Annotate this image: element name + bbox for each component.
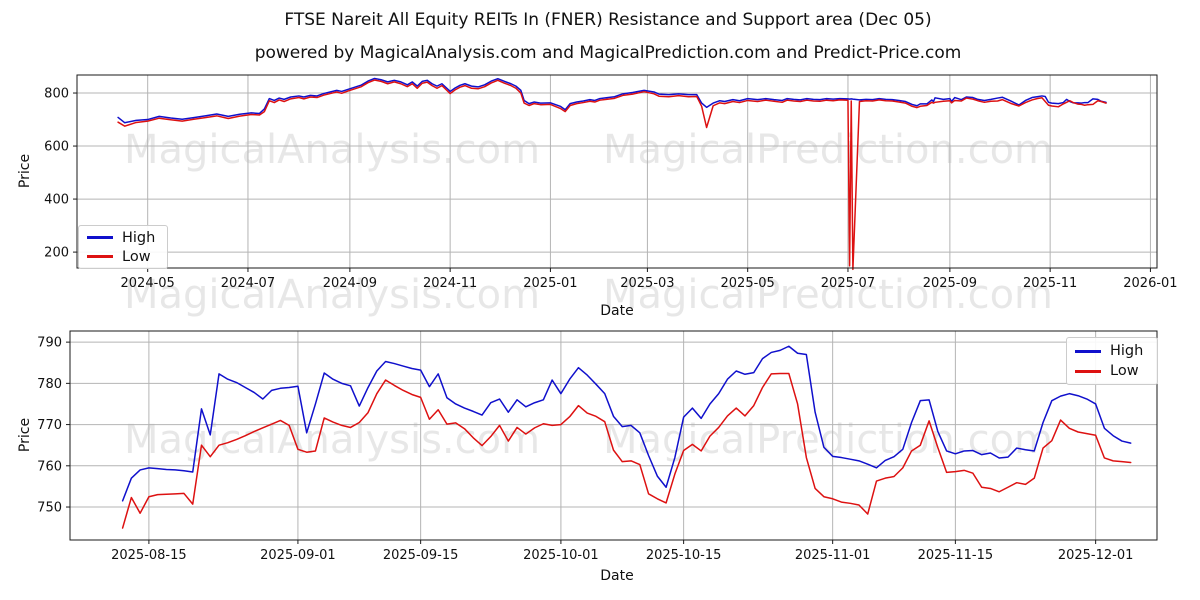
high-line-swatch	[1075, 349, 1101, 353]
legend-label-high: High	[1110, 343, 1144, 359]
svg-text:2025-11-01: 2025-11-01	[795, 548, 871, 563]
y-axis-label-bottom: Price	[17, 417, 33, 453]
svg-text:400: 400	[44, 193, 69, 208]
high-line-swatch	[87, 236, 113, 239]
legend-item-low: Low	[1075, 363, 1147, 380]
x-axis-label-bottom: Date	[600, 568, 634, 584]
svg-text:2025-09-01: 2025-09-01	[260, 548, 336, 563]
svg-text:200: 200	[44, 246, 69, 261]
legend-label-low: Low	[122, 248, 151, 265]
low-line-swatch	[87, 255, 113, 258]
legend-item-high: High	[1075, 343, 1147, 360]
svg-text:2025-10-01: 2025-10-01	[523, 548, 599, 563]
svg-text:2025-03: 2025-03	[620, 276, 674, 291]
svg-text:2024-11: 2024-11	[423, 276, 477, 291]
svg-text:2025-12-01: 2025-12-01	[1058, 548, 1134, 563]
legend-top: High Low	[78, 225, 168, 269]
x-axis-label-top: Date	[600, 303, 634, 319]
svg-text:780: 780	[37, 377, 62, 392]
price-detail-chart: 2025-08-15 2025-09-01 2025-09-15 2025-10-01…	[37, 330, 1158, 563]
y-axis-label-top: Price	[17, 153, 33, 189]
svg-text:2024-09: 2024-09	[323, 276, 377, 291]
svg-text:600: 600	[44, 140, 69, 155]
svg-text:2025-11: 2025-11	[1023, 276, 1077, 291]
chart-subtitle: powered by MagicalAnalysis.com and Magic…	[254, 43, 962, 63]
svg-text:2025-05: 2025-05	[721, 276, 775, 291]
svg-text:2025-09-15: 2025-09-15	[383, 548, 459, 563]
svg-text:2025-09: 2025-09	[923, 276, 977, 291]
svg-text:750: 750	[37, 501, 62, 516]
legend-bottom: High Low	[1066, 337, 1158, 385]
legend-item-low: Low	[87, 249, 157, 265]
svg-text:2024-07: 2024-07	[221, 276, 275, 291]
svg-text:760: 760	[37, 459, 62, 474]
svg-text:2025-01: 2025-01	[523, 276, 577, 291]
svg-text:2024-05: 2024-05	[121, 276, 175, 291]
svg-text:2025-08-15: 2025-08-15	[111, 548, 187, 563]
low-line-swatch	[1075, 369, 1101, 373]
svg-text:2026-01: 2026-01	[1123, 276, 1177, 291]
price-history-chart: 2024-05 2024-07 2024-09 2024-11 2025-01 2025-…	[44, 74, 1178, 291]
svg-text:770: 770	[37, 418, 62, 433]
legend-label-low: Low	[1110, 363, 1139, 379]
svg-text:2025-10-15: 2025-10-15	[646, 548, 722, 563]
svg-text:2025-11-15: 2025-11-15	[918, 548, 994, 563]
svg-text:2025-07: 2025-07	[821, 276, 875, 291]
svg-text:800: 800	[44, 87, 69, 102]
svg-text:790: 790	[37, 336, 62, 351]
legend-label-high: High	[122, 229, 156, 246]
legend-item-high: High	[87, 230, 157, 246]
chart-title: FTSE Nareit All Equity REITs In (FNER) R…	[284, 10, 932, 30]
